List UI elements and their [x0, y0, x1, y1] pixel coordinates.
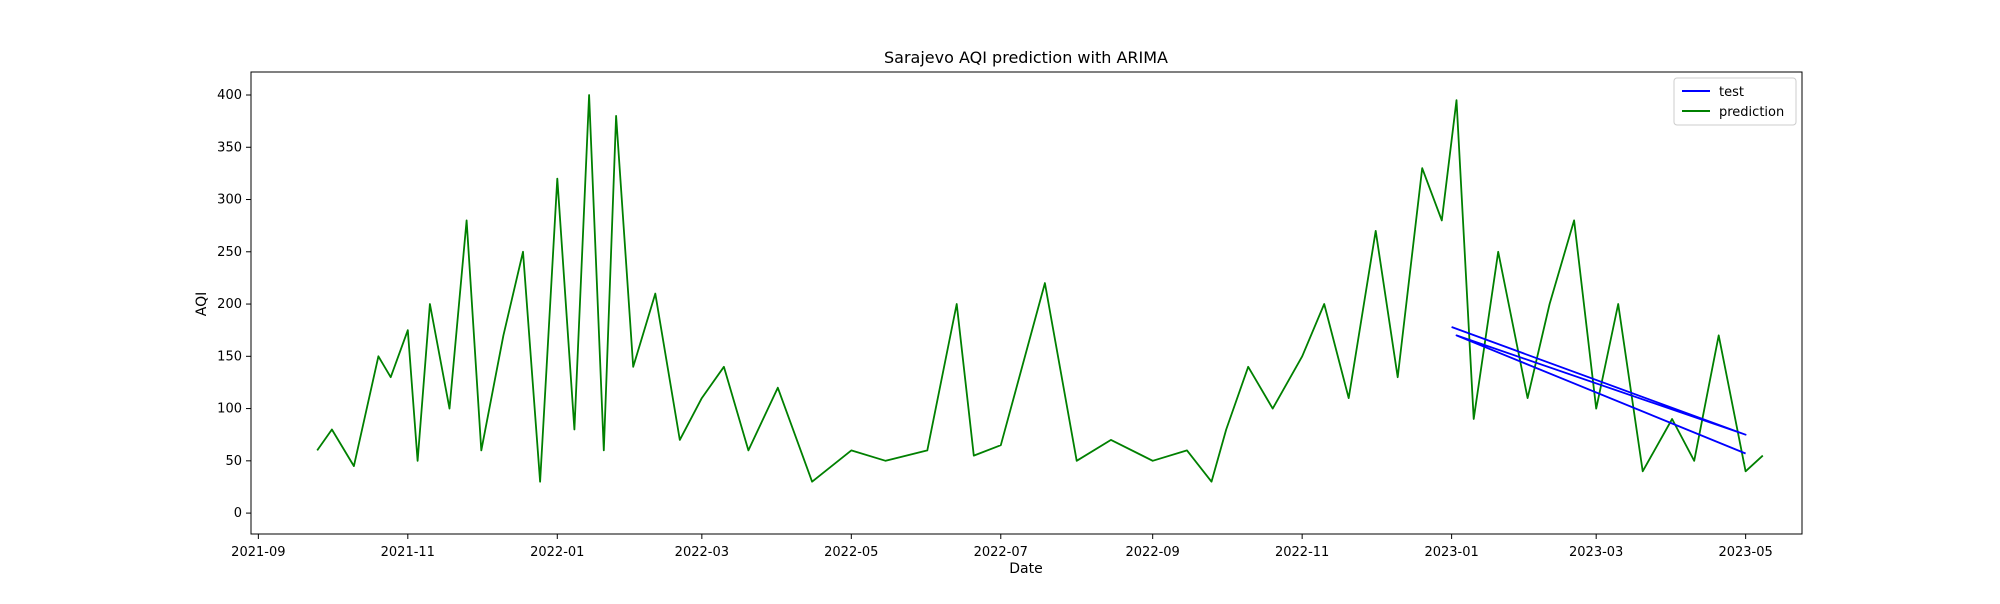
series-line-prediction	[316, 94, 1764, 483]
legend-label-prediction: prediction	[1719, 105, 1784, 120]
y-tick-label: 300	[217, 193, 242, 208]
y-tick-label: 100	[217, 402, 242, 417]
x-tick-label: 2022-07	[974, 545, 1028, 560]
x-tick-label: 2023-05	[1718, 545, 1772, 560]
x-tick-label: 2022-11	[1275, 545, 1329, 560]
plot-frame	[250, 71, 1803, 535]
x-tick-label: 2023-03	[1569, 545, 1623, 560]
legend-label-test: test	[1719, 85, 1744, 100]
x-axis-ticks: 2021-09 2021-11 2022-01 2022-03 2022-05 2022-…	[231, 534, 1773, 560]
x-tick-label: 2022-03	[675, 545, 729, 560]
x-tick-label: 2021-09	[231, 545, 285, 560]
legend-box	[1673, 77, 1797, 126]
x-tick-label: 2022-09	[1126, 545, 1180, 560]
series-layer	[316, 94, 1764, 483]
y-axis-ticks: 0 50 100 150 200 250 300 350 400	[217, 88, 251, 521]
series-line-test	[1451, 326, 1747, 455]
legend: test prediction	[1673, 77, 1797, 126]
chart-title: Sarajevo AQI prediction with ARIMA	[884, 48, 1168, 67]
x-axis-label: Date	[1009, 561, 1042, 577]
y-axis-label: AQI	[194, 292, 210, 316]
y-tick-label: 250	[217, 245, 242, 260]
y-tick-label: 400	[217, 88, 242, 103]
x-tick-label: 2021-11	[381, 545, 435, 560]
y-tick-label: 350	[217, 140, 242, 155]
y-tick-label: 200	[217, 297, 242, 312]
y-tick-label: 50	[225, 454, 242, 469]
x-tick-label: 2023-01	[1424, 545, 1478, 560]
x-tick-label: 2022-05	[824, 545, 878, 560]
x-tick-label: 2022-01	[530, 545, 584, 560]
y-tick-label: 0	[234, 506, 242, 521]
y-tick-label: 150	[217, 349, 242, 364]
